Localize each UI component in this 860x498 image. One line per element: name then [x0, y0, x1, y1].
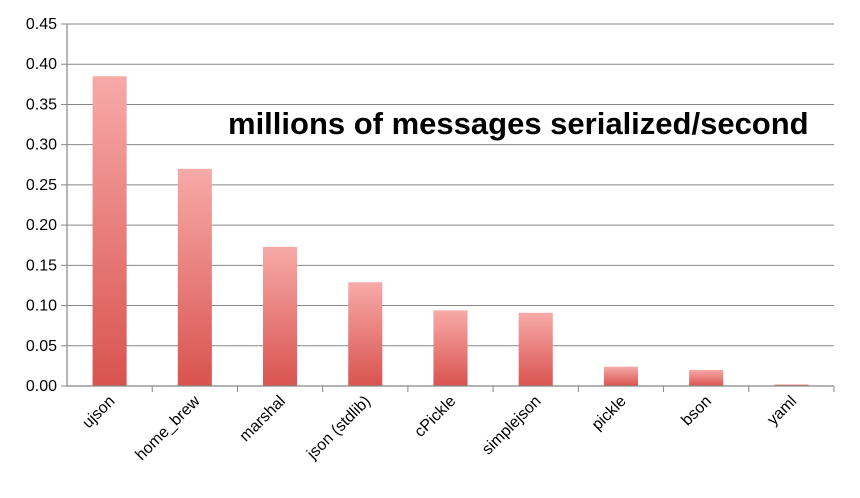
bar-json-stdlib-: [348, 282, 383, 386]
x-tick-label: bson: [678, 393, 715, 430]
y-tick-label: 0.45: [26, 16, 57, 33]
x-tick-label: simplejson: [479, 393, 544, 458]
x-tick-label: pickle: [589, 393, 630, 434]
y-tick-label: 0.40: [26, 56, 57, 73]
bar-yaml: [774, 384, 809, 386]
bar-cpickle: [433, 310, 468, 386]
x-tick-label: cPickle: [411, 393, 459, 441]
bar-simplejson: [518, 312, 553, 386]
axes: [61, 23, 835, 392]
y-tick-label: 0.30: [26, 137, 57, 154]
y-tick-label: 0.10: [26, 298, 57, 315]
bar-marshal: [263, 246, 298, 386]
y-tick-label: 0.15: [26, 257, 57, 274]
x-tick-label: marshal: [237, 393, 289, 445]
bar-home-brew: [177, 168, 212, 386]
labels: 0.00 0.05 0.10 0.15 0.20 0.25 0.30 0.35 0.40 0.45…: [26, 16, 800, 464]
bar-bson: [689, 369, 724, 386]
y-tick-label: 0.35: [26, 96, 57, 113]
x-tick-label: ujson: [79, 393, 118, 432]
x-tick-label: yaml: [764, 393, 800, 429]
bar-pickle: [603, 366, 638, 386]
y-tick-label: 0.20: [26, 217, 57, 234]
y-tick-label: 0.00: [26, 378, 57, 395]
y-tick-label: 0.05: [26, 338, 57, 355]
y-tick-label: 0.25: [26, 177, 57, 194]
chart-title: millions of messages serialized/second: [228, 106, 809, 141]
bar-ujson: [92, 76, 127, 387]
x-tick-label: json (stdlib): [304, 393, 375, 464]
bars: [92, 76, 809, 387]
x-tick-label: home_brew: [133, 392, 204, 463]
